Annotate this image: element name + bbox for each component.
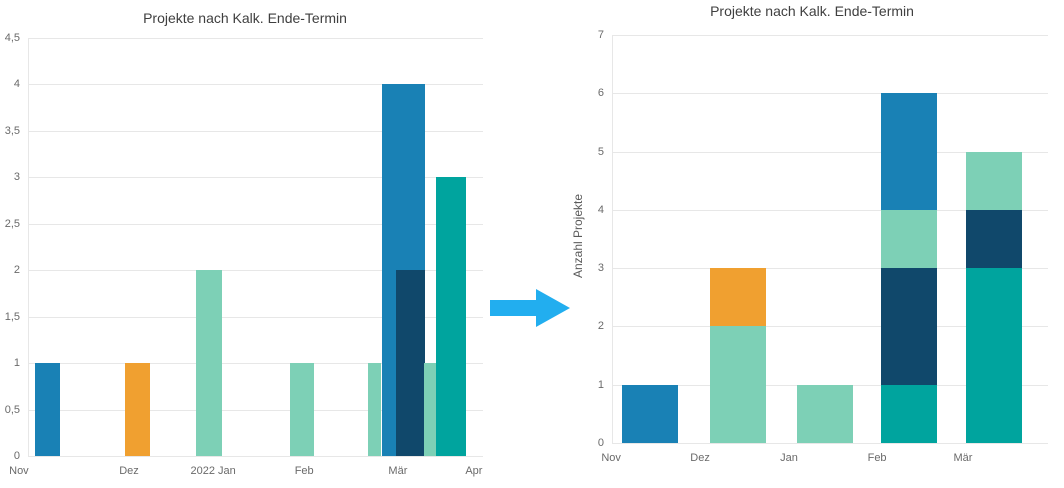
gridline [612,268,1048,270]
x-axis-tick-label: Dez [690,452,710,464]
stack-segment-orange[interactable] [710,268,766,327]
stack-segment-mint[interactable] [881,209,937,269]
y-axis-tick-label: 1,5 [4,310,20,323]
y-axis-line [612,35,613,443]
y-axis-tick-label: 3 [13,171,20,184]
x-axis-tick-label: Nov [601,452,621,464]
column-bar-navy[interactable] [396,270,425,456]
x-axis-tick-label: Feb [294,465,314,477]
chart-stacked-columns: Projekte nach Kalk. Ende-Termin Anzahl P… [560,0,1064,488]
left-chart-title: Projekte nach Kalk. Ende-Termin [143,10,347,26]
y-axis-tick-label: 0 [597,437,604,449]
y-axis-tick-label: 7 [597,29,604,41]
column-bar-mint[interactable] [290,363,315,456]
y-axis-tick-label: 3,5 [4,124,20,137]
transform-arrow-icon [490,289,570,327]
gridline [612,151,1048,153]
y-axis-tick-label: 2 [13,264,20,277]
stack-segment-navy[interactable] [966,209,1022,269]
y-axis-tick-label: 2 [597,320,604,333]
gridline [28,84,483,86]
x-axis-tick-label: Jan [780,452,798,464]
gridline [28,177,483,179]
transform-arrow-shape [490,289,570,327]
gridline [28,38,483,39]
gridline [28,363,483,365]
gridline [28,130,483,132]
y-axis-title: Anzahl Projekte [571,193,585,279]
y-axis-tick-label: 2,5 [4,217,20,230]
column-bar-mint[interactable] [423,363,436,456]
column-bar-orange[interactable] [124,363,150,456]
y-axis-tick-label: 4 [597,203,604,216]
x-axis-tick-label: Dez [119,465,139,477]
x-axis-tick-label: Apr [465,465,483,477]
column-bar-mint[interactable] [195,270,222,456]
stack-segment-mint[interactable] [797,384,854,443]
stack-segment-blue[interactable] [881,93,937,210]
column-bar-teal[interactable] [436,177,467,456]
stack-segment-blue[interactable] [622,384,678,443]
y-axis-tick-label: 4,5 [4,32,20,44]
gridline [612,35,1048,36]
gridline [28,409,483,411]
column-bar-blue[interactable] [34,363,60,456]
column-bar-mint[interactable] [367,363,382,456]
x-axis-tick-label: Mär [953,452,973,464]
y-axis-tick-label: 0 [13,450,20,462]
x-axis-tick-label: Mär [388,465,408,477]
stack-segment-navy[interactable] [881,268,937,385]
gridline [612,93,1048,95]
stack-segment-mint[interactable] [710,326,766,443]
y-axis-line [28,38,29,456]
gridline [612,326,1048,328]
y-axis-tick-label: 6 [597,87,604,100]
gridline [28,456,483,457]
y-axis-tick-label: 4 [13,78,20,91]
stack-segment-teal[interactable] [881,384,937,443]
y-axis-tick-label: 3 [597,262,604,275]
y-axis-tick-label: 0,5 [4,403,20,416]
y-axis-tick-label: 1 [597,378,604,391]
gridline [28,316,483,318]
chart-clustered-columns: Projekte nach Kalk. Ende-Termin 0 0,5 1 1,5… [0,0,490,488]
x-axis-tick-label: 2022 Jan [190,465,236,477]
y-axis-tick-label: 1 [13,357,20,370]
y-axis-tick-label: 5 [597,145,604,158]
x-axis-tick-label: Feb [867,452,887,464]
gridline [612,443,1048,444]
stack-segment-mint[interactable] [966,151,1022,210]
stack-segment-teal[interactable] [966,268,1022,443]
gridline [612,209,1048,211]
gridline [28,223,483,225]
gridline [28,270,483,272]
x-axis-tick-label: Nov [9,465,29,477]
right-chart-title: Projekte nach Kalk. Ende-Termin [710,3,914,19]
